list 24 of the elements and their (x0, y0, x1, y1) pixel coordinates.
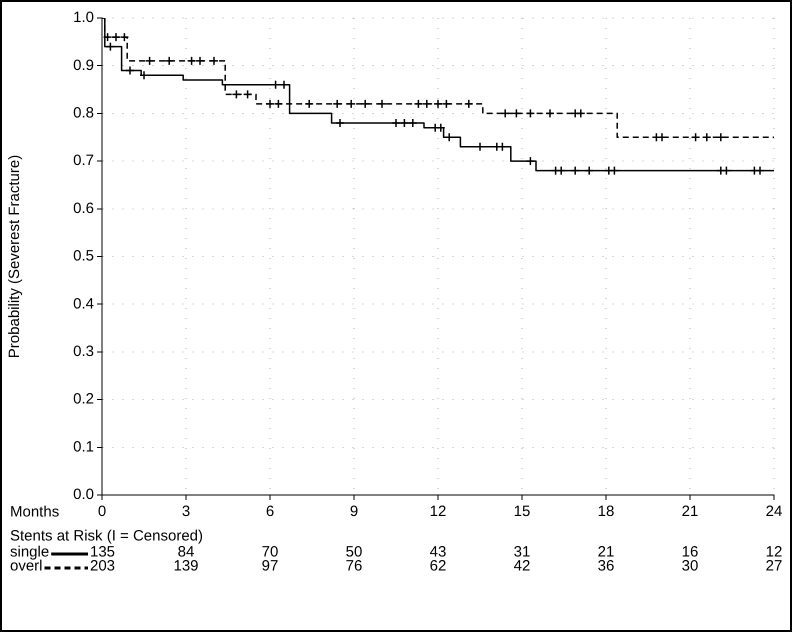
y-axis-title: Probability (Severest Fracture) (6, 154, 24, 358)
text: Stents at Risk (I = Censored) (10, 528, 203, 545)
x-tick-label: 9 (350, 503, 358, 520)
x-tick-label: 12 (430, 503, 446, 520)
y-tick-label: 0.4 (73, 295, 94, 312)
y-tick-label: 0.3 (73, 343, 94, 360)
x-tick-label: 15 (514, 503, 530, 520)
y-tick-label: 0.7 (73, 152, 94, 170)
x-tick-label: 21 (682, 503, 698, 520)
x-tick-label: 18 (598, 503, 614, 520)
x-axis-title: Months (10, 504, 60, 521)
y-tick-label: 0.9 (73, 56, 94, 74)
x-tick-label: 6 (266, 503, 274, 520)
x-tick-label: 24 (766, 503, 782, 520)
x-tick-label: 0 (98, 503, 106, 520)
y-tick-label: 1.0 (73, 9, 94, 26)
y-tick-label: 0.0 (73, 486, 94, 504)
y-tick-label: 0.6 (73, 200, 94, 217)
y-tick-label: 0.2 (73, 390, 94, 408)
legend-label: single (10, 544, 50, 561)
y-tick-label: 0.1 (73, 438, 94, 456)
y-tick-label: 0.8 (73, 104, 94, 122)
x-tick-label: 3 (182, 503, 190, 520)
y-tick-label: 0.5 (73, 248, 94, 265)
